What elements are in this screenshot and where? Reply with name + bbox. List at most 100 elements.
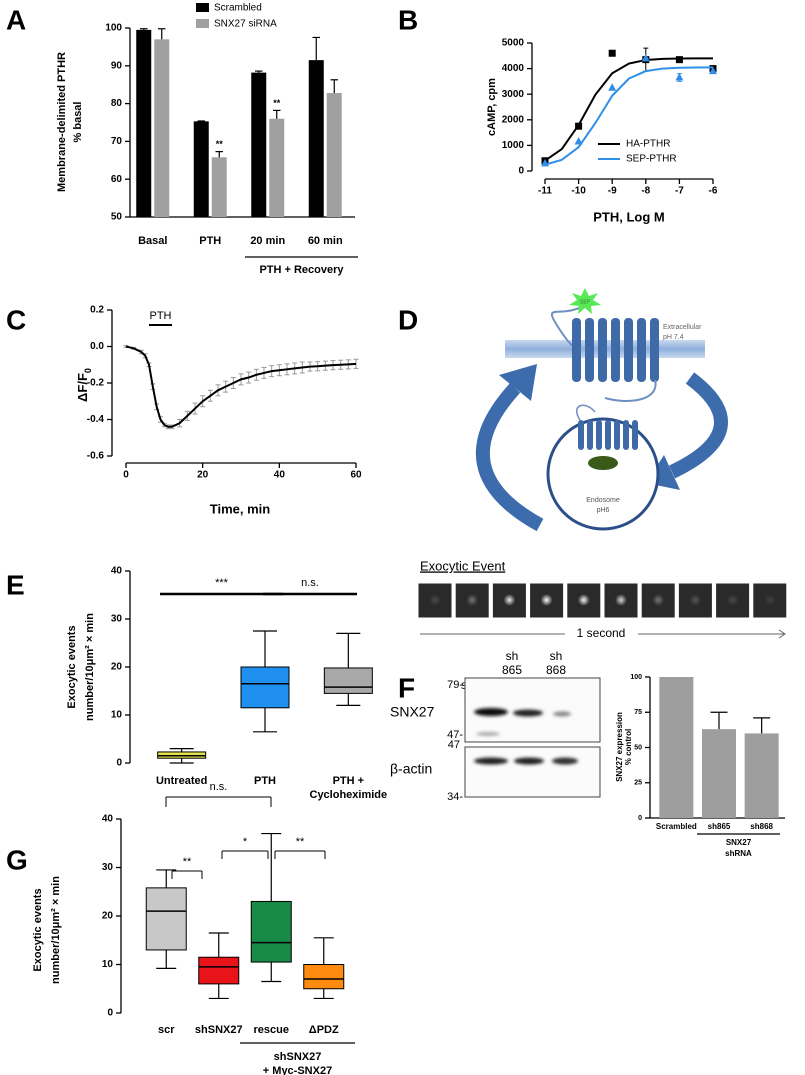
- panel-letter: E: [6, 569, 25, 600]
- sep-tag: [569, 288, 601, 314]
- y-tick-label: 40: [111, 566, 123, 577]
- y-axis-label: number/10μm² × min: [84, 613, 96, 721]
- y-tick-label: 50: [634, 744, 642, 751]
- group-label: PTH + Recovery: [259, 264, 344, 276]
- lane-label: sh: [506, 649, 519, 663]
- bar: [659, 677, 694, 818]
- strip-caption: 1 second: [577, 626, 626, 640]
- x-tick-label: -11: [538, 186, 552, 197]
- legend-label: SNX27 siRNA: [214, 19, 277, 30]
- mw-marker: 79-: [447, 679, 463, 691]
- x-tick-label: 20: [197, 470, 209, 481]
- box: [145, 887, 187, 951]
- legend-label: Scrambled: [214, 3, 262, 14]
- y-tick-label: 2000: [502, 114, 525, 125]
- y-axis-label: cAMP, cpm: [486, 78, 498, 136]
- significance-label: **: [216, 139, 224, 149]
- quenched-sep: [588, 456, 618, 470]
- x-tick-label: -9: [608, 186, 617, 197]
- frame-spot: [652, 594, 665, 606]
- bar: [136, 29, 152, 217]
- y-tick-label: 0.2: [90, 305, 104, 316]
- bar: [154, 39, 170, 218]
- arrow-head: [778, 629, 786, 639]
- y-axis-label: % control: [624, 729, 633, 765]
- legend-label: HA-PTHR: [626, 139, 670, 150]
- western-blot: scr sh 865 sh 868 79- 47- 47 34- SNX27 β…: [390, 649, 601, 803]
- y-tick-label: -0.4: [87, 414, 105, 425]
- diagram: SEP Extracellular pH 7.4 Endosome pH6: [476, 288, 728, 532]
- y-tick-label: 10: [102, 959, 114, 970]
- endosome-label: pH6: [597, 507, 610, 514]
- band: [514, 757, 544, 765]
- band: [513, 709, 543, 717]
- y-tick-label: 4000: [502, 63, 525, 74]
- panel-letter: B: [398, 4, 418, 35]
- x-tick-label: Scrambled: [656, 822, 697, 831]
- endosome-label: Endosome: [586, 497, 620, 504]
- y-tick-label: 1000: [502, 140, 525, 151]
- box: [198, 956, 240, 985]
- point: [675, 73, 684, 81]
- arrow-head: [499, 364, 537, 401]
- y-axis-label-main: ΔF/F: [75, 373, 90, 402]
- significance-label: ***: [215, 577, 229, 589]
- receptor: [578, 420, 638, 450]
- x-tick-label: PTH: [254, 775, 276, 787]
- x-tick-label: sh865: [708, 822, 731, 831]
- frame-spot: [615, 594, 627, 606]
- x-tick-label: PTH +: [333, 775, 364, 787]
- y-tick-label: 5000: [502, 38, 525, 49]
- significance-label: **: [273, 98, 281, 108]
- y-tick-label: -0.6: [87, 451, 105, 462]
- point: [608, 83, 617, 91]
- frame-spot: [763, 594, 776, 606]
- frame-spot: [689, 594, 702, 606]
- y-tick-label: 10: [111, 710, 123, 721]
- box: [323, 667, 373, 694]
- y-tick-label: 0: [518, 166, 524, 177]
- panel-letter: C: [6, 304, 26, 335]
- bar: [744, 733, 779, 818]
- frame-spot: [466, 594, 479, 606]
- exocytic-strip: Exocytic Event 1 second: [417, 558, 788, 640]
- x-tick-label: 0: [123, 470, 129, 481]
- y-tick-label: 60: [111, 174, 123, 185]
- c-terminus: [604, 379, 657, 402]
- significance-label: n.s.: [301, 577, 319, 589]
- x-tick-label: sh868: [750, 822, 773, 831]
- arrow: [476, 383, 544, 532]
- group-label: SNX27: [726, 838, 752, 847]
- blot-membrane: [464, 746, 601, 798]
- x-tick-label: -7: [675, 186, 684, 197]
- point: [709, 66, 717, 75]
- legend-label: SEP-PTHR: [626, 154, 677, 165]
- band: [553, 711, 571, 717]
- point: [641, 53, 650, 62]
- significance-label: **: [296, 836, 305, 848]
- legend-swatch: [196, 3, 209, 12]
- band: [476, 732, 500, 736]
- x-tick-label: 20 min: [250, 235, 285, 247]
- x-tick-label: -8: [641, 186, 650, 197]
- y-tick-label: 3000: [502, 89, 525, 100]
- protein-label: β-actin: [390, 761, 432, 777]
- y-axis-label: number/10μm² × min: [50, 876, 62, 984]
- bar: [269, 118, 285, 217]
- x-tick-label: 60: [350, 470, 362, 481]
- lane-label: 865: [502, 663, 522, 677]
- mw-marker: 47: [448, 739, 460, 751]
- significance-label: n.s.: [210, 781, 228, 793]
- frame-spot: [429, 594, 441, 606]
- lane-label: 868: [546, 663, 566, 677]
- y-axis-label: Membrane-delimited PTHR: [56, 52, 68, 192]
- fit-curve: [544, 66, 714, 166]
- x-tick-label: Basal: [138, 235, 167, 247]
- y-tick-label: 30: [102, 862, 114, 873]
- x-tick-label: Cycloheximide: [310, 789, 388, 801]
- frame-spot: [726, 594, 739, 606]
- y-tick-label: 20: [102, 911, 114, 922]
- x-tick-label: 60 min: [308, 235, 343, 247]
- receptor: [572, 318, 659, 382]
- panel-letter: A: [6, 4, 26, 35]
